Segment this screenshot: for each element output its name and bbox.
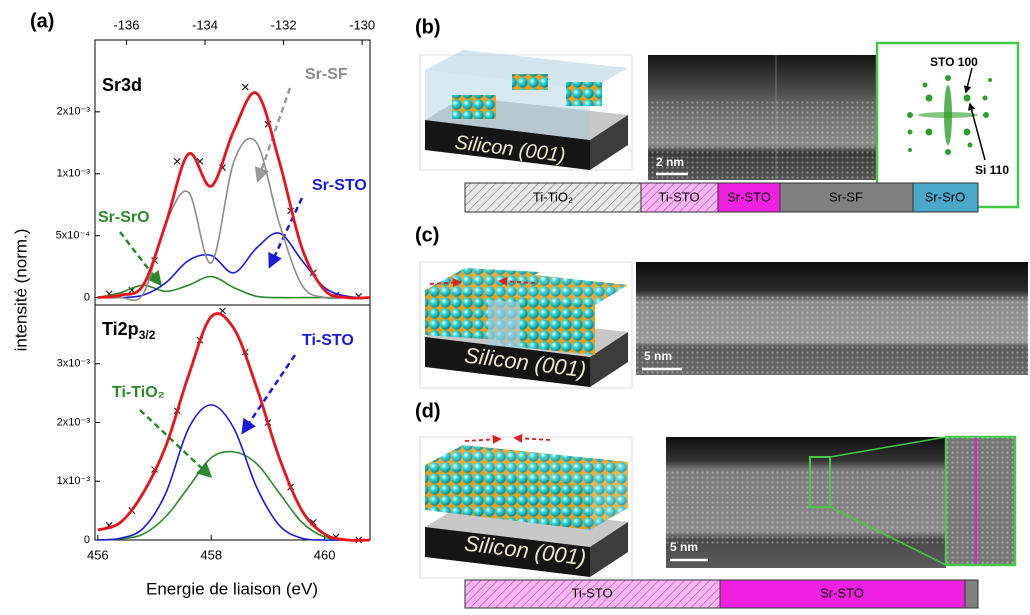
plot-title-text: Sr3d	[102, 75, 142, 95]
layer-label: Sr-SF	[829, 189, 863, 204]
panel-label: (b)	[415, 16, 441, 38]
layer-label: Ti-STO	[658, 189, 699, 204]
y-tick-label: 2x10⁻³	[57, 416, 91, 428]
arrow	[429, 277, 462, 287]
crystal-block	[500, 295, 595, 355]
component-label: Sr-SrO	[98, 209, 150, 226]
crystal-cluster	[452, 95, 496, 119]
x-tick-label: 456	[87, 547, 109, 562]
arrow	[513, 433, 551, 443]
fit-curve	[97, 450, 371, 542]
y-tick-label: 0	[84, 534, 90, 546]
arrow	[119, 231, 162, 287]
fft-spots	[907, 75, 992, 155]
tem-lattice	[666, 470, 946, 545]
panel-label: (d)	[415, 400, 441, 422]
crystal-cluster	[512, 74, 548, 90]
layer-bar: Ti-TiO₂ Ti-STO Sr-STO Sr-SF Sr-SrO	[464, 182, 979, 213]
arrow	[967, 102, 986, 161]
arrow	[254, 87, 292, 183]
y-tick-label: 1x10⁻³	[57, 475, 91, 487]
arrow	[498, 276, 536, 286]
layer-segment	[912, 182, 979, 213]
layer-label: Ti-STO	[571, 585, 612, 600]
annotation-arrows	[119, 87, 304, 479]
arrow	[241, 354, 297, 435]
crystal-block	[425, 445, 628, 485]
tem-lattice	[648, 100, 877, 180]
panel-label: (c)	[415, 224, 439, 246]
crystal-block	[425, 465, 590, 530]
zoom-line	[829, 436, 947, 458]
y-tick-label: 1x10⁻³	[57, 168, 91, 180]
plot-title-text: Ti2p	[102, 319, 139, 339]
plot-title-sub: 3/2	[139, 328, 156, 342]
crystal-block	[425, 268, 540, 295]
layer-segment	[464, 182, 642, 213]
oxide-box	[425, 70, 590, 140]
y-axis-label: intensité (norm.)	[11, 229, 30, 352]
fit-curve	[97, 137, 370, 302]
fit-curve	[97, 404, 370, 541]
component-label: Sr-SF	[305, 66, 348, 83]
x2-tick-label: -130	[349, 17, 375, 32]
y-tick-label: 5x10⁻⁴	[56, 230, 91, 242]
oxide-box	[425, 50, 628, 90]
scale-label: 5 nm	[644, 349, 672, 363]
fit-curve	[97, 312, 371, 542]
x2-tick-label: -136	[113, 17, 139, 32]
tem-lattice	[636, 295, 1028, 375]
x2-tick-label: -132	[271, 17, 297, 32]
fit-curve	[97, 91, 371, 300]
layer-segment	[640, 182, 719, 213]
zoom-box	[809, 456, 831, 508]
y-tick-label: 3x10⁻³	[57, 358, 91, 370]
arrow	[268, 197, 304, 269]
x-tick-label: 458	[200, 547, 222, 562]
plot-title: Sr3d	[102, 75, 142, 95]
scale-label: 2 nm	[656, 155, 684, 169]
scale-label: 5 nm	[670, 540, 698, 554]
layer-bar: Ti-STO Sr-STO	[464, 579, 979, 609]
panel-label: (a)	[30, 10, 54, 32]
zoom-line	[829, 506, 947, 566]
layer-label: Sr-STO	[820, 585, 864, 600]
layer-segment	[719, 579, 966, 609]
fft-inset	[875, 41, 1020, 209]
crystal-block	[590, 462, 628, 530]
layer-segment	[964, 579, 979, 609]
data-point	[241, 83, 249, 91]
crystal-cluster	[566, 82, 602, 106]
zoom-lattice	[946, 437, 1015, 565]
arrow	[139, 409, 213, 479]
x-axis-label: Energie de liaison (eV)	[146, 579, 318, 598]
layer-label: Ti-TiO₂	[533, 189, 573, 204]
fft-label: STO 100	[930, 55, 978, 69]
x2-tick-label: -134	[192, 17, 218, 32]
y-tick-label: 2x10⁻³	[57, 106, 91, 118]
plot-title: Ti2p3/2	[102, 319, 156, 342]
fft-label: Si 110	[975, 163, 1009, 177]
layer-segment	[717, 182, 781, 213]
component-label: Sr-STO	[312, 177, 367, 194]
layer-label: Sr-STO	[727, 189, 771, 204]
component-label: Ti-TiO₂	[112, 384, 165, 401]
component-label: Ti-STO	[302, 332, 354, 349]
x-tick-label: 460	[314, 547, 336, 562]
y-tick-label: 0	[84, 291, 90, 303]
arrow	[963, 67, 973, 94]
gap	[488, 300, 520, 348]
data-point	[173, 157, 181, 165]
layer-label: Sr-SrO	[925, 189, 965, 204]
crystal-block	[425, 290, 500, 340]
arrow	[464, 434, 502, 444]
